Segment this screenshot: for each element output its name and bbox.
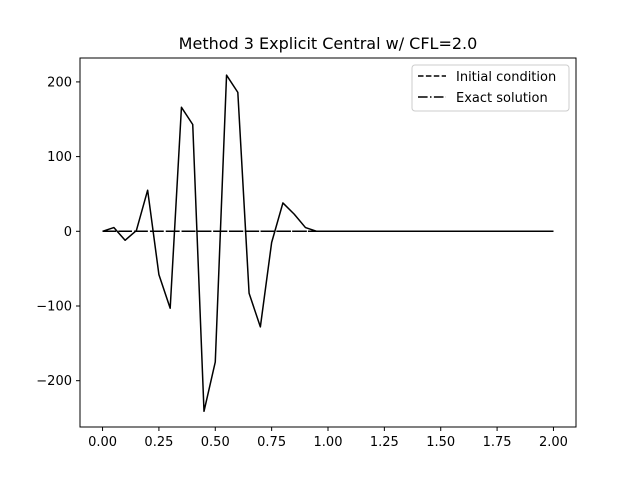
- x-tick-label: 1.00: [314, 435, 343, 450]
- x-tick-label: 0.75: [257, 435, 286, 450]
- numerical-solution-line: [102, 74, 554, 413]
- y-tick-label: 100: [47, 150, 72, 165]
- y-tick-label: −200: [36, 374, 72, 389]
- chart-title: Method 3 Explicit Central w/ CFL=2.0: [179, 34, 478, 53]
- x-axis: 0.00 0.25 0.50 0.75 1.00 1.25 1.50 1.75 2.00: [88, 427, 568, 450]
- y-tick-label: 0: [64, 225, 72, 240]
- y-tick-label: −100: [36, 299, 72, 314]
- x-tick-label: 1.25: [370, 435, 399, 450]
- series-layer: [102, 74, 554, 413]
- legend: Initial condition Exact solution: [411, 64, 570, 112]
- x-tick-label: 0.50: [201, 435, 230, 450]
- legend-label-exact-solution: Exact solution: [456, 91, 548, 106]
- y-axis: −200 −100 0 100 200: [36, 75, 80, 389]
- legend-box: [411, 64, 570, 112]
- x-tick-label: 0.25: [144, 435, 173, 450]
- y-tick-label: 200: [47, 75, 72, 90]
- legend-label-initial-condition: Initial condition: [456, 70, 556, 85]
- x-tick-label: 0.00: [88, 435, 117, 450]
- x-tick-label: 1.50: [426, 435, 455, 450]
- x-tick-label: 2.00: [539, 435, 568, 450]
- x-tick-label: 1.75: [483, 435, 512, 450]
